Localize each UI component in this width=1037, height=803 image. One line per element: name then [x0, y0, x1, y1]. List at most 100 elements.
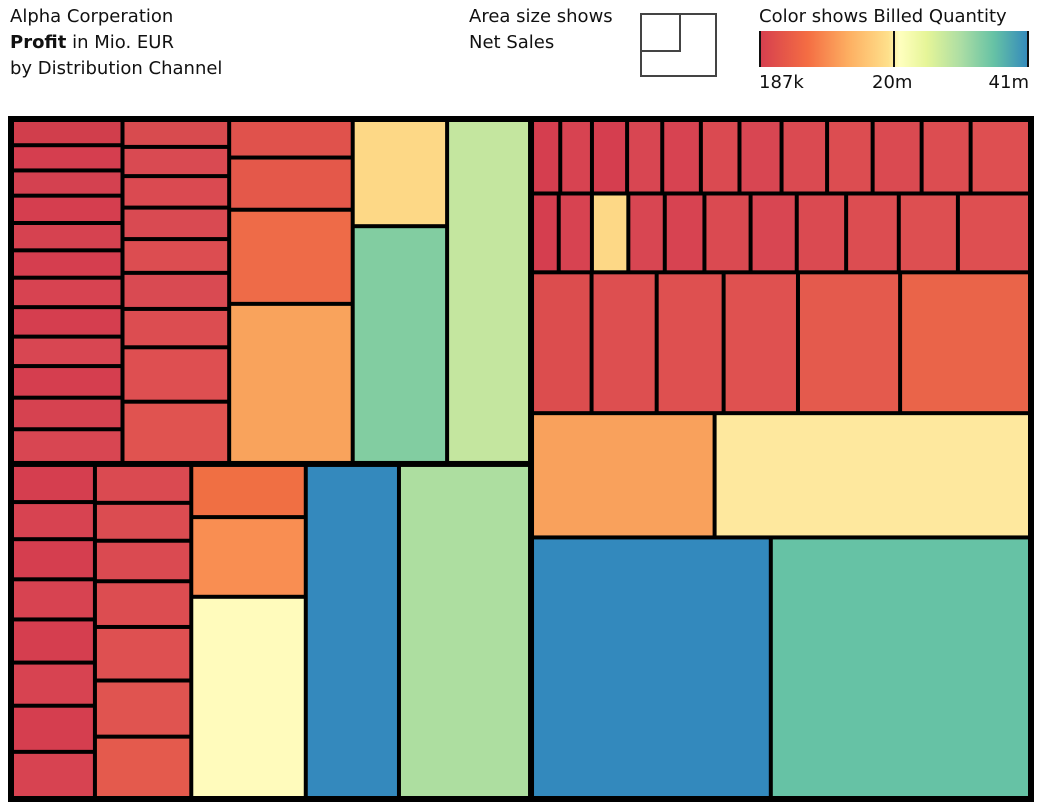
- size-legend: Area size shows Net Sales: [469, 4, 613, 56]
- treemap-tile[interactable]: [725, 274, 796, 412]
- treemap-tile[interactable]: [307, 466, 397, 796]
- gradient-tick-mid: [893, 31, 895, 67]
- treemap-tile[interactable]: [231, 122, 351, 156]
- treemap-tile[interactable]: [96, 628, 190, 679]
- treemap-tile[interactable]: [593, 122, 626, 192]
- treemap-tile[interactable]: [231, 211, 351, 302]
- dimension-line: by Distribution Channel: [10, 58, 223, 79]
- treemap-tile[interactable]: [231, 159, 351, 208]
- treemap-tile[interactable]: [900, 195, 956, 271]
- treemap-tile[interactable]: [534, 415, 713, 536]
- gradient-tick-min: [759, 31, 761, 67]
- treemap-tile[interactable]: [664, 122, 699, 192]
- treemap-tile[interactable]: [14, 338, 121, 365]
- treemap-tile[interactable]: [14, 707, 93, 750]
- company-name: Alpha Corperation: [10, 6, 174, 27]
- treemap-tile[interactable]: [593, 274, 655, 412]
- treemap-tile[interactable]: [354, 228, 446, 461]
- treemap-tile[interactable]: [14, 197, 121, 221]
- treemap-tile[interactable]: [124, 274, 228, 307]
- measure-name: Profit: [10, 32, 67, 53]
- treemap-tile[interactable]: [124, 122, 228, 145]
- treemap-tile[interactable]: [193, 466, 304, 516]
- treemap-tile[interactable]: [874, 122, 920, 192]
- treemap-tile[interactable]: [798, 195, 845, 271]
- treemap-chart: [8, 116, 1034, 802]
- treemap-tile[interactable]: [14, 541, 93, 578]
- treemap-tile[interactable]: [124, 310, 228, 346]
- treemap-tile[interactable]: [593, 195, 627, 271]
- color-legend-title: Color shows Billed Quantity: [759, 6, 1007, 27]
- treemap-tile[interactable]: [354, 122, 446, 225]
- treemap-tile[interactable]: [14, 753, 93, 796]
- treemap-tile[interactable]: [193, 519, 304, 595]
- treemap-tile[interactable]: [14, 466, 93, 501]
- chart-title-block: Alpha Corperation Profit in Mio. EUR by …: [10, 4, 222, 82]
- treemap-tile[interactable]: [14, 122, 121, 144]
- treemap-tile[interactable]: [14, 504, 93, 538]
- treemap-tile[interactable]: [124, 349, 228, 400]
- treemap-tile[interactable]: [96, 738, 190, 796]
- treemap-tile[interactable]: [14, 252, 121, 276]
- treemap-tile[interactable]: [96, 583, 190, 625]
- treemap-tile[interactable]: [124, 241, 228, 271]
- treemap-tile[interactable]: [666, 195, 703, 271]
- treemap-tile[interactable]: [231, 305, 351, 461]
- treemap-tile[interactable]: [706, 195, 749, 271]
- treemap-tile[interactable]: [902, 274, 1028, 412]
- treemap-tile[interactable]: [972, 122, 1028, 192]
- treemap-tile[interactable]: [14, 172, 121, 194]
- color-legend-max-label: 41m: [988, 72, 1029, 93]
- treemap-tile[interactable]: [752, 195, 795, 271]
- treemap-tile[interactable]: [14, 225, 121, 249]
- treemap-tile[interactable]: [96, 466, 190, 501]
- treemap-tile[interactable]: [959, 195, 1028, 271]
- measure-line: Profit in Mio. EUR: [10, 30, 222, 56]
- size-legend-line2: Net Sales: [469, 32, 555, 53]
- treemap-tile[interactable]: [534, 122, 559, 192]
- treemap-tile[interactable]: [534, 539, 769, 796]
- treemap-tile[interactable]: [783, 122, 826, 192]
- size-legend-line1: Area size shows: [469, 6, 613, 27]
- treemap-tile[interactable]: [14, 581, 93, 618]
- treemap-tile[interactable]: [14, 399, 121, 428]
- treemap-tile[interactable]: [14, 368, 121, 396]
- treemap-tile[interactable]: [14, 147, 121, 169]
- treemap-tile[interactable]: [741, 122, 780, 192]
- treemap-tile[interactable]: [124, 403, 228, 461]
- treemap-tile[interactable]: [630, 195, 663, 271]
- color-legend-mid-label: 20m: [872, 72, 913, 93]
- treemap-tile[interactable]: [400, 466, 529, 796]
- treemap-tile[interactable]: [96, 542, 190, 580]
- treemap-tile[interactable]: [702, 122, 738, 192]
- treemap-tile[interactable]: [772, 539, 1028, 796]
- measure-unit: in Mio. EUR: [66, 32, 174, 53]
- treemap-tile[interactable]: [14, 431, 121, 461]
- treemap-tile[interactable]: [534, 195, 557, 271]
- color-legend-min-label: 187k: [759, 72, 804, 93]
- treemap-tile[interactable]: [658, 274, 722, 412]
- treemap-tile[interactable]: [534, 274, 590, 412]
- treemap-tile[interactable]: [923, 122, 969, 192]
- treemap-tile[interactable]: [716, 415, 1028, 536]
- treemap-tile[interactable]: [96, 504, 190, 539]
- treemap-tile[interactable]: [449, 122, 529, 461]
- treemap-tile[interactable]: [562, 122, 590, 192]
- treemap-tile[interactable]: [829, 122, 871, 192]
- treemap-tile[interactable]: [14, 621, 93, 661]
- area-size-icon: [640, 13, 717, 77]
- gradient-tick-max: [1027, 31, 1029, 67]
- treemap-tile[interactable]: [14, 664, 93, 704]
- treemap-tile[interactable]: [629, 122, 661, 192]
- treemap-tile[interactable]: [14, 309, 121, 335]
- treemap-tile[interactable]: [96, 682, 190, 735]
- treemap-tile[interactable]: [848, 195, 897, 271]
- treemap-tile[interactable]: [124, 209, 228, 238]
- treemap-tile[interactable]: [124, 148, 228, 175]
- treemap-tile[interactable]: [799, 274, 899, 412]
- treemap-tile[interactable]: [560, 195, 590, 271]
- color-gradient-bar: [759, 31, 1029, 67]
- treemap-tile[interactable]: [124, 178, 228, 206]
- treemap-tile[interactable]: [193, 598, 304, 796]
- treemap-tile[interactable]: [14, 279, 121, 306]
